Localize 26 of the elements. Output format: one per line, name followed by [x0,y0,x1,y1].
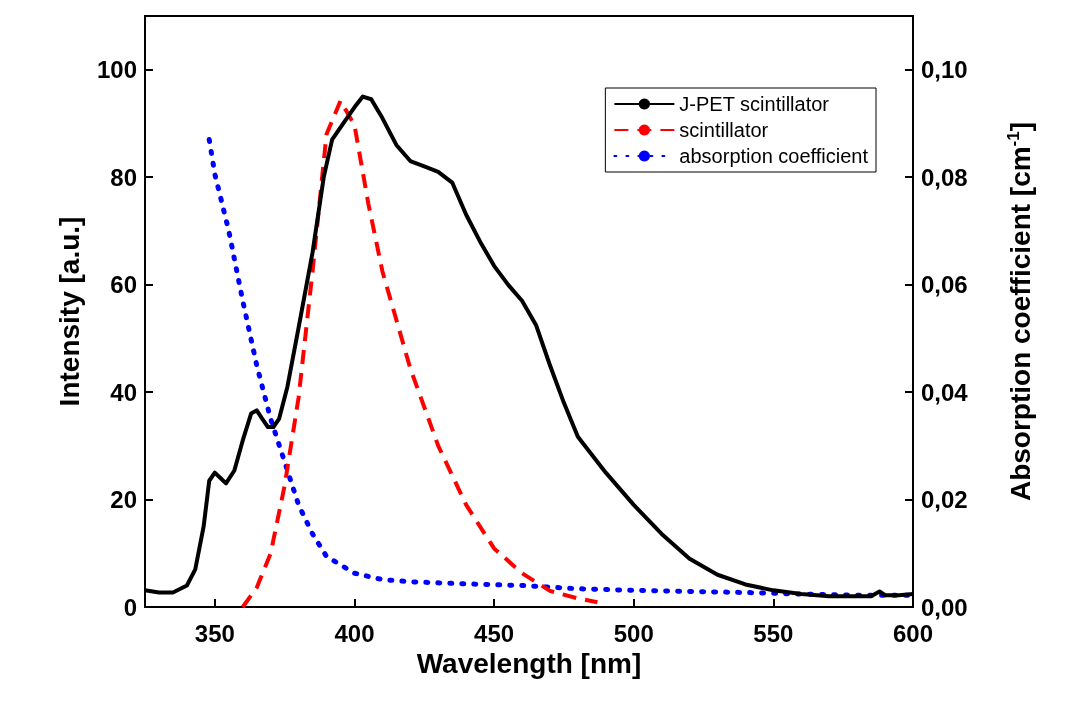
x-tick-label: 600 [892,619,934,647]
y-tick-label: 60 [110,271,137,299]
legend-label: scintillator [679,119,769,141]
x-axis-title: Wavelength [nm] [416,648,642,680]
y-tick-label: 80 [110,163,137,191]
x-tick-label: 450 [474,619,515,647]
x-tick-label: 500 [613,619,654,647]
y2-axis-title: Absorption coefficient [cm-1] [1004,121,1036,502]
x-tick-label: 400 [334,619,375,647]
line-series [143,94,915,599]
y2-tick-label: 0,00 [921,593,968,621]
y-axis-title: Intensity [a.u.] [53,216,85,407]
y-tick-label: 0 [123,593,137,621]
y2-tick-label: 0,06 [921,271,968,299]
legend-label: J-PET scintillator [679,93,830,115]
x-tick-label: 350 [194,619,235,647]
y2-tick-label: 0,08 [921,163,968,191]
line-series [240,98,600,609]
y-tick-label: 20 [110,486,137,514]
y2-tick-label: 0,02 [921,486,968,514]
y2-tick-label: 0,10 [921,56,968,84]
y2-tick-label: 0,04 [921,378,969,406]
x-tick-label: 550 [753,619,794,647]
y-tick-label: 100 [96,56,137,84]
y-tick-label: 40 [110,378,137,406]
legend-label: absorption coefficient [679,145,869,167]
